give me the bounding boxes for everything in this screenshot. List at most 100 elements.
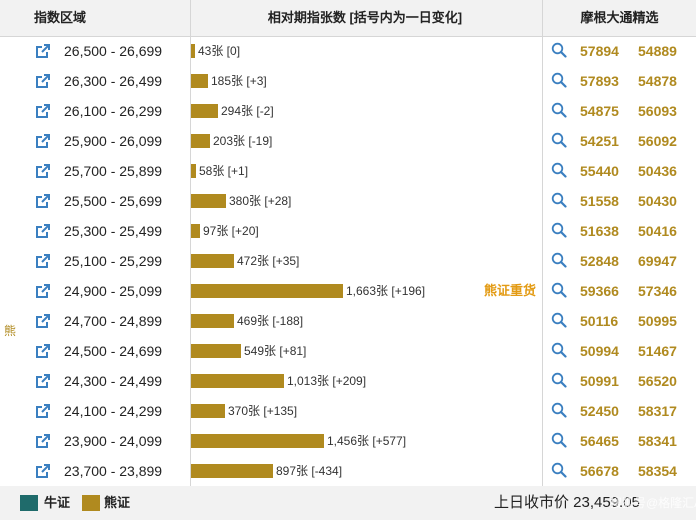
contract-bar (191, 434, 324, 448)
warrant-code-link[interactable]: 50430 (638, 193, 677, 209)
warrant-code-link[interactable]: 56520 (638, 373, 677, 389)
search-icon[interactable] (551, 432, 567, 448)
search-icon[interactable] (551, 162, 567, 178)
warrant-code-link[interactable]: 50991 (580, 373, 619, 389)
index-range: 26,100 - 26,299 (64, 103, 163, 119)
table-row: 26,300 - 26,499 185张 [+3] 57893 54878 (0, 66, 696, 96)
contract-bar (191, 224, 200, 238)
search-icon[interactable] (551, 402, 567, 418)
index-range: 25,700 - 25,899 (64, 163, 163, 179)
contract-bar (191, 404, 225, 418)
warrant-code-link[interactable]: 59366 (580, 283, 619, 299)
warrant-code-link[interactable]: 54251 (580, 133, 619, 149)
contract-bar (191, 464, 273, 478)
external-link-icon[interactable] (36, 254, 50, 268)
warrant-code-link[interactable]: 50994 (580, 343, 619, 359)
external-link-icon[interactable] (36, 374, 50, 388)
search-icon[interactable] (551, 102, 567, 118)
table-row: 25,500 - 25,699 380张 [+28] 51558 50430 (0, 186, 696, 216)
warrant-code-link[interactable]: 58317 (638, 403, 677, 419)
external-link-icon[interactable] (36, 224, 50, 238)
index-range: 25,500 - 25,699 (64, 193, 163, 209)
search-icon[interactable] (551, 282, 567, 298)
search-icon[interactable] (551, 342, 567, 358)
external-link-icon[interactable] (36, 434, 50, 448)
external-link-icon[interactable] (36, 44, 50, 58)
warrant-code-link[interactable]: 57893 (580, 73, 619, 89)
external-link-icon[interactable] (36, 284, 50, 298)
contract-bar (191, 104, 218, 118)
search-icon[interactable] (551, 252, 567, 268)
warrant-code-link[interactable]: 54878 (638, 73, 677, 89)
index-range: 25,900 - 26,099 (64, 133, 163, 149)
warrant-code-link[interactable]: 50116 (580, 313, 619, 329)
contract-label: 380张 [+28] (229, 194, 292, 208)
warrant-code-link[interactable]: 51638 (580, 223, 619, 239)
contract-label: 1,663张 [+196] (346, 284, 426, 298)
table-row: 24,900 - 25,099 1,663张 [+196] 熊证重货 59366 573… (0, 276, 696, 306)
external-link-icon[interactable] (36, 104, 50, 118)
search-icon[interactable] (551, 72, 567, 88)
header-chart: 相对期指张数 [括号内为一日变化] (267, 10, 463, 25)
warrant-code-link[interactable]: 57894 (580, 43, 619, 59)
warrant-code-link[interactable]: 52848 (580, 253, 619, 269)
index-range: 24,900 - 25,099 (64, 283, 163, 299)
warrant-code-link[interactable]: 57346 (638, 283, 677, 299)
warrant-code-link[interactable]: 58354 (638, 463, 677, 479)
contract-bar (191, 284, 343, 298)
warrant-code-link[interactable]: 52450 (580, 403, 619, 419)
warrant-code-link[interactable]: 51467 (638, 343, 677, 359)
warrant-code-link[interactable]: 56678 (580, 463, 619, 479)
contract-bar (191, 344, 241, 358)
external-link-icon[interactable] (36, 74, 50, 88)
contract-label: 97张 [+20] (203, 224, 259, 238)
contract-bar (191, 134, 210, 148)
column-divider (190, 0, 191, 486)
warrant-code-link[interactable]: 51558 (580, 193, 619, 209)
external-link-icon[interactable] (36, 164, 50, 178)
search-icon[interactable] (551, 42, 567, 58)
warrant-code-link[interactable]: 55440 (580, 163, 619, 179)
search-icon[interactable] (551, 192, 567, 208)
external-link-icon[interactable] (36, 464, 50, 478)
contract-label: 549张 [+81] (244, 344, 307, 358)
warrant-code-link[interactable]: 56465 (580, 433, 619, 449)
search-icon[interactable] (551, 312, 567, 328)
search-icon[interactable] (551, 462, 567, 478)
warrant-code-link[interactable]: 69947 (638, 253, 677, 269)
contract-bar (191, 194, 226, 208)
contract-label: 58张 [+1] (199, 164, 249, 178)
external-link-icon[interactable] (36, 314, 50, 328)
warrant-code-link[interactable]: 54875 (580, 103, 619, 119)
contract-label: 43张 [0] (198, 44, 241, 58)
warrant-code-link[interactable]: 56092 (638, 133, 677, 149)
external-link-icon[interactable] (36, 194, 50, 208)
contract-label: 1,456张 [+577] (327, 434, 407, 448)
contract-bar (191, 374, 284, 388)
index-range: 23,900 - 24,099 (64, 433, 163, 449)
contract-bar (191, 254, 234, 268)
warrant-code-link[interactable]: 50416 (638, 223, 677, 239)
header-picks: 摩根大通精选 (580, 10, 659, 25)
external-link-icon[interactable] (36, 134, 50, 148)
search-icon[interactable] (551, 222, 567, 238)
table-header: 指数区域 相对期指张数 [括号内为一日变化] 摩根大通精选 (0, 0, 696, 37)
search-icon[interactable] (551, 132, 567, 148)
warrant-code-link[interactable]: 56093 (638, 103, 677, 119)
warrant-code-link[interactable]: 50436 (638, 163, 677, 179)
bear-legend-label: 熊证 (104, 495, 131, 510)
external-link-icon[interactable] (36, 344, 50, 358)
index-range: 24,500 - 24,699 (64, 343, 163, 359)
warrant-code-link[interactable]: 54889 (638, 43, 677, 59)
warrant-code-link[interactable]: 50995 (638, 313, 677, 329)
table-row: 26,500 - 26,699 43张 [0] 57894 54889 (0, 36, 696, 66)
heavy-position-tag: 熊证重货 (484, 283, 537, 298)
warrant-code-link[interactable]: 58341 (638, 433, 677, 449)
external-link-icon[interactable] (36, 404, 50, 418)
contract-label: 370张 [+135] (228, 404, 298, 418)
column-divider (542, 0, 543, 486)
contract-label: 1,013张 [+209] (287, 374, 367, 388)
footer-legend: 牛证 熊证 上日收市价 23,459.05 搜狐号@格隆汇APP (0, 486, 696, 520)
index-range: 26,500 - 26,699 (64, 43, 163, 59)
search-icon[interactable] (551, 372, 567, 388)
